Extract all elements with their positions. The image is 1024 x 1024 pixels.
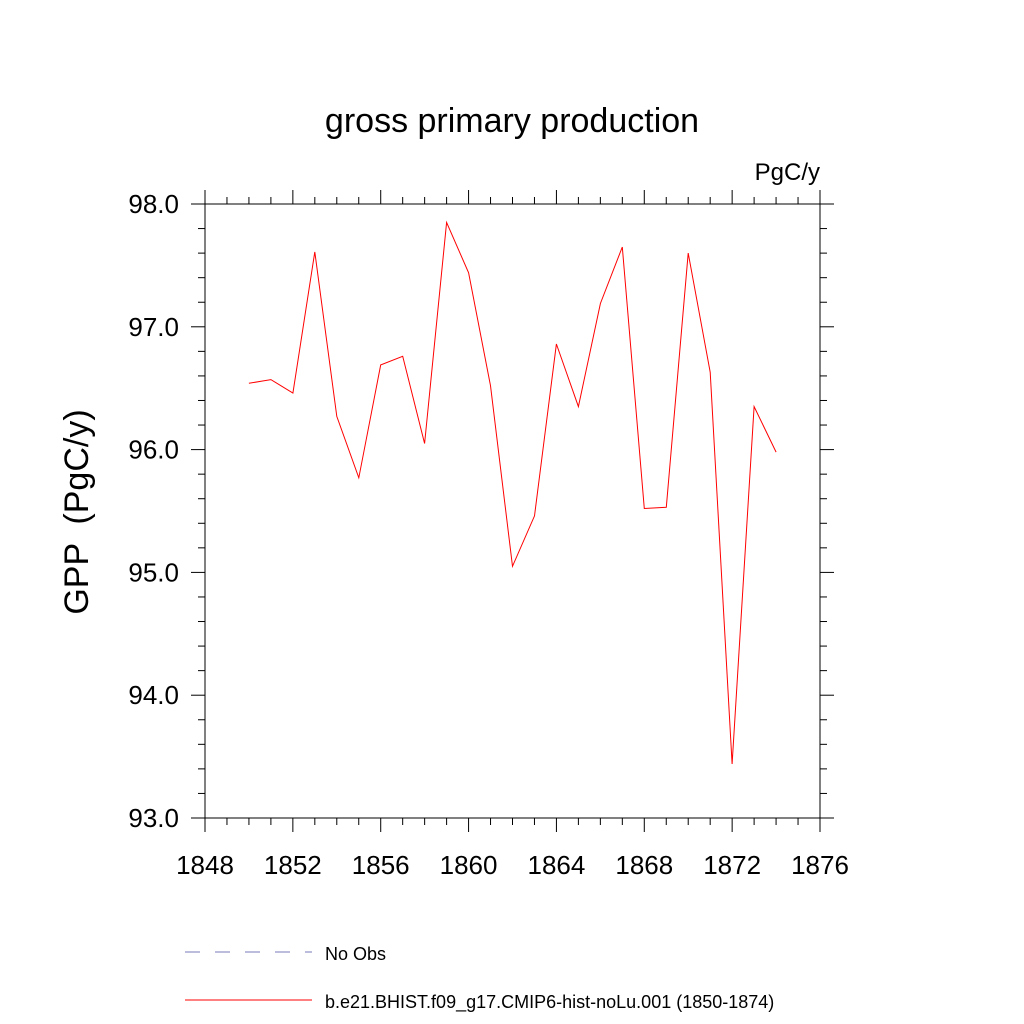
chart-title: gross primary production	[325, 102, 699, 140]
x-tick-label: 1852	[264, 850, 322, 880]
x-tick-label: 1876	[791, 850, 849, 880]
x-tick-label: 1860	[440, 850, 498, 880]
x-tick-label: 1856	[352, 850, 410, 880]
plot-frame	[204, 203, 821, 819]
x-tick-label: 1872	[703, 850, 761, 880]
x-tick-label: 1848	[176, 850, 234, 880]
y-tick-label: 97.0	[128, 312, 179, 342]
units-label: PgC/y	[755, 159, 820, 186]
legend-label: b.e21.BHIST.f09_g17.CMIP6-hist-noLu.001 …	[325, 992, 774, 1013]
x-tick-label: 1864	[528, 850, 586, 880]
y-tick-label: 98.0	[128, 189, 179, 219]
axes: 1848 1852 1856 1860 1864 1868 1872 1876 93.0 94.0…	[128, 189, 849, 880]
legend-label: No Obs	[325, 944, 386, 964]
y-tick-label: 94.0	[128, 680, 179, 710]
y-tick-label: 93.0	[128, 803, 179, 833]
series-group	[248, 220, 777, 765]
legend: No Obs b.e21.BHIST.f09_g17.CMIP6-hist-noL…	[185, 944, 774, 1013]
y-axis-label: GPP (PgC/y)	[58, 409, 96, 614]
series-line-0	[248, 220, 777, 765]
y-tick-label: 96.0	[128, 435, 179, 465]
x-tick-label: 1868	[615, 850, 673, 880]
y-tick-label: 95.0	[128, 557, 179, 587]
